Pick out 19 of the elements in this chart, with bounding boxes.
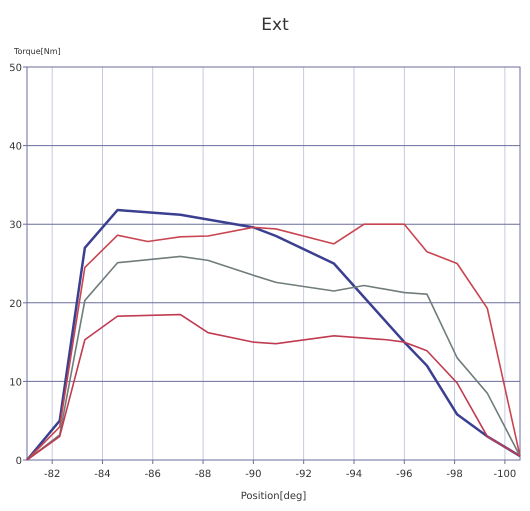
y-tick-label: 10 [9, 377, 22, 388]
x-tick-label: -90 [245, 469, 262, 480]
x-tick-label: -98 [446, 469, 463, 480]
x-tick-label: -86 [144, 469, 161, 480]
x-tick-label: -84 [94, 469, 111, 480]
y-tick-label: 0 [16, 456, 22, 467]
y-tick-label: 40 [9, 142, 22, 153]
y-tick-label: 30 [9, 220, 22, 232]
x-tick-label: -82 [44, 469, 60, 480]
x-tick-label: -92 [296, 469, 312, 480]
x-tick-label: -100 [494, 469, 516, 480]
chart-title: Ext [261, 15, 290, 35]
y-axis-title: Torque[Nm] [13, 47, 61, 56]
x-tick-label: -96 [396, 469, 412, 480]
x-axis-title: Position[deg] [240, 491, 306, 502]
y-tick-label: 20 [9, 298, 22, 310]
x-tick-label: -94 [346, 469, 362, 480]
x-tick-label: -88 [194, 469, 212, 480]
y-tick-label: 50 [9, 63, 22, 74]
